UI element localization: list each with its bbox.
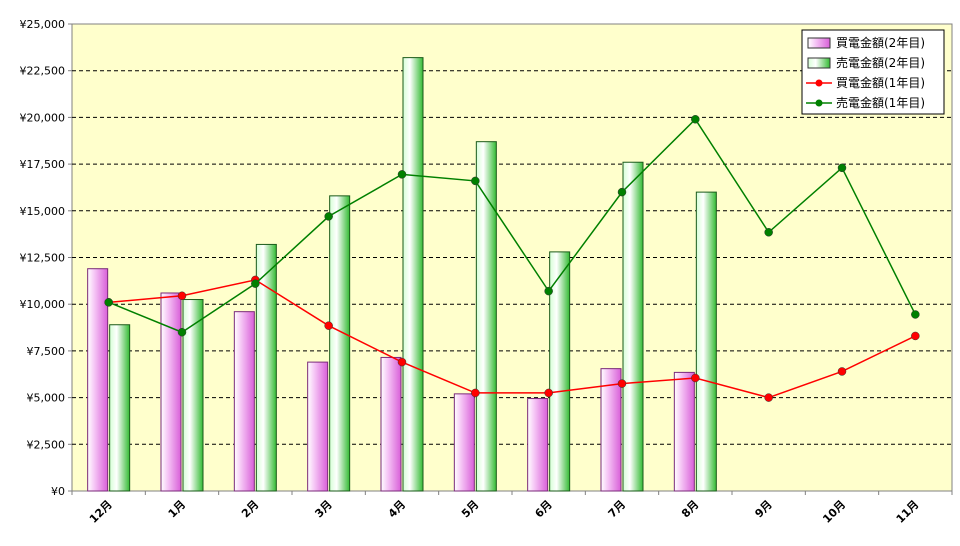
bar [600,368,622,492]
bar-series [87,57,717,492]
y-tick-label: ¥22,500 [20,65,66,78]
data-point [397,357,407,367]
x-tick-label: 6月 [532,498,554,520]
legend-label: 売電金額(1年目) [836,95,925,110]
bar [673,371,695,492]
data-point [177,327,187,337]
y-tick-label: ¥0 [51,485,65,498]
bar [402,57,424,492]
x-tick-label: 12月 [87,498,115,526]
x-tick-label: 9月 [752,498,774,520]
y-tick-label: ¥12,500 [20,252,66,265]
bar [255,243,277,492]
data-point [397,170,407,179]
data-point [617,187,627,197]
y-axis-ticks: ¥0 ¥2,500 ¥5,000 ¥7,500 ¥10,000 ¥12,500 ¥15,00… [20,18,72,498]
bar [622,161,644,492]
legend-label: 買電金額(1年目) [836,75,925,90]
bar [475,141,497,492]
data-point [177,291,187,301]
bar [527,398,549,492]
data-point [544,286,553,296]
data-point [617,379,627,388]
y-tick-label: ¥10,000 [20,298,66,311]
x-tick-label: 7月 [606,498,628,520]
x-axis-ticks: 12月 1月 2月 3月 4月 5月 6月 7月 8月 9月 10月 11月 [71,491,953,526]
y-tick-label: ¥7,500 [27,345,66,358]
legend-label: 買電金額(2年目) [836,35,925,50]
y-tick-label: ¥2,500 [27,438,66,451]
legend-swatch [807,57,831,69]
y-tick-label: ¥5,000 [27,392,66,405]
data-point [544,388,553,398]
x-tick-label: 8月 [679,498,701,520]
legend-swatch [807,37,831,49]
data-point [324,212,333,221]
legend: 買電金額(2年目) 売電金額(2年目) 買電金額(1年目) 売電金額(1年目) [801,29,945,115]
y-tick-label: ¥20,000 [20,111,66,124]
line-series [104,115,920,402]
data-point [764,393,773,402]
data-point [911,310,920,319]
data-point [911,331,920,341]
x-tick-label: 3月 [312,498,334,520]
data-point [691,373,700,383]
bar [182,299,204,492]
x-tick-label: 10月 [820,498,848,526]
series-line [108,279,916,399]
y-tick-label: ¥25,000 [20,18,66,31]
legend-label: 売電金額(2年目) [836,55,925,70]
x-tick-label: 4月 [386,498,408,520]
legend-swatch-marker [815,79,823,87]
data-point [837,367,847,376]
data-point [471,388,480,398]
x-tick-label: 5月 [459,498,481,520]
data-point [691,115,700,124]
bar [87,268,109,492]
x-tick-label: 2月 [239,498,261,520]
data-point [324,321,333,330]
data-point [251,279,260,288]
bar [695,191,717,492]
data-point [471,176,480,186]
bar [109,324,131,492]
bar [233,311,255,492]
x-tick-label: 1月 [166,498,188,520]
legend-swatch-marker [815,99,823,107]
bar [160,292,182,492]
data-point [764,228,773,237]
data-point [837,163,847,173]
y-tick-label: ¥15,000 [20,205,66,218]
bar [329,195,351,492]
data-point [104,298,113,307]
y-tick-label: ¥17,500 [20,158,66,171]
series-line [108,118,917,334]
bar [549,251,571,492]
bar [380,356,402,492]
bar [453,393,475,492]
x-tick-label: 11月 [894,498,922,526]
bar [307,361,329,492]
